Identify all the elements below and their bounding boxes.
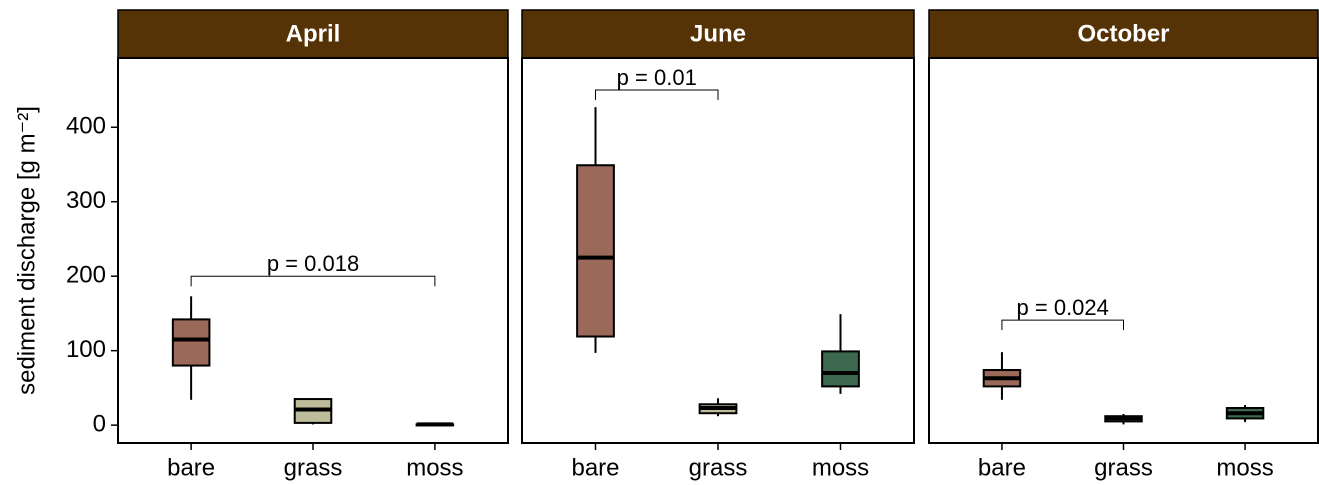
x-tick-label: grass bbox=[1094, 454, 1153, 481]
significance-bracket bbox=[190, 275, 436, 287]
x-tick-label: grass bbox=[689, 454, 748, 481]
x-tick-label: moss bbox=[812, 454, 869, 481]
box bbox=[821, 350, 860, 388]
x-tick-label: bare bbox=[571, 454, 619, 481]
strip bbox=[117, 9, 509, 59]
p-value-label: p = 0.018 bbox=[267, 251, 359, 276]
y-tick-label: 0 bbox=[93, 410, 106, 437]
y-axis-label: sediment discharge [g m⁻²] bbox=[13, 106, 40, 395]
significance-bracket bbox=[595, 89, 719, 101]
x-tick-label: moss bbox=[406, 454, 463, 481]
box bbox=[171, 318, 211, 367]
significance-bracket bbox=[1001, 319, 1124, 331]
x-tick-label: moss bbox=[1216, 454, 1273, 481]
facet-title: October bbox=[1077, 20, 1169, 47]
x-tick-label: bare bbox=[978, 454, 1026, 481]
box bbox=[576, 164, 615, 338]
y-tick-label: 100 bbox=[66, 336, 106, 363]
y-tick-label: 200 bbox=[66, 262, 106, 289]
facet-title: June bbox=[690, 20, 746, 47]
strip bbox=[521, 9, 915, 59]
y-tick-label: 300 bbox=[66, 187, 106, 214]
x-tick-label: bare bbox=[167, 454, 215, 481]
p-value-label: p = 0.024 bbox=[1017, 295, 1109, 320]
y-tick-label: 400 bbox=[66, 113, 106, 140]
x-tick-label: grass bbox=[284, 454, 343, 481]
strip bbox=[928, 9, 1319, 59]
facet-title: April bbox=[286, 20, 341, 47]
p-value-label: p = 0.01 bbox=[617, 65, 697, 90]
